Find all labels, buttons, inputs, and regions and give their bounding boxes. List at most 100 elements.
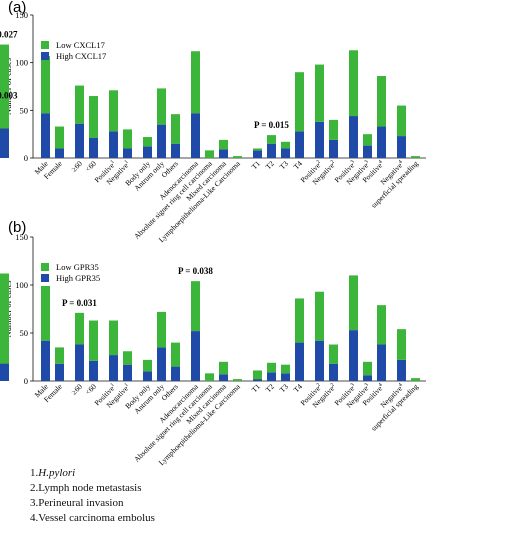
bar-high-3 <box>75 344 84 381</box>
bar-high-15 <box>267 143 276 158</box>
legend-label-high: High CXCL17 <box>56 51 106 61</box>
p-value-annotation: P = 0.038 <box>178 266 213 276</box>
bar-high-21 <box>363 375 372 381</box>
bar-low-20 <box>349 50 358 117</box>
bar-high-2 <box>55 363 64 381</box>
bar-high-23 <box>397 359 406 381</box>
x-tick-label: T3 <box>278 382 290 394</box>
x-tick-label: <60 <box>83 159 98 174</box>
p-value-annotation: P = 0.003 <box>0 91 18 101</box>
bar-high-7 <box>143 371 152 381</box>
bar-low-6 <box>123 351 132 365</box>
y-tick-label: 50 <box>20 105 29 115</box>
y-tick-label: 100 <box>15 58 28 68</box>
legend-label-high: High GPR35 <box>56 273 100 283</box>
bar-low-20 <box>349 275 358 331</box>
bar-low-4 <box>89 96 98 138</box>
bar-low-22 <box>377 305 386 345</box>
bar-high-1 <box>41 340 50 381</box>
bar-low-3 <box>75 312 84 345</box>
bar-low-12 <box>219 361 228 375</box>
bar-low-11 <box>205 373 214 381</box>
footnotes: 1.H.pylori 2.Lymph node metastasis 3.Per… <box>30 466 155 526</box>
bar-high-18 <box>315 340 324 381</box>
footnote-3: 3.Perineural invasion <box>30 496 155 511</box>
footnote-text: Perineural invasion <box>38 497 124 509</box>
p-value-annotation: P = 0.015 <box>254 120 289 130</box>
footnote-4: 4.Vessel carcinoma embolus <box>30 511 155 526</box>
bar-high-5 <box>109 355 118 381</box>
legend-swatch-low <box>41 41 49 49</box>
bar-high-4 <box>89 137 98 158</box>
bar-low-15 <box>267 362 276 373</box>
bar-low-9 <box>171 342 180 367</box>
bar-high-12 <box>219 149 228 158</box>
x-tick-label: T1 <box>250 159 262 171</box>
bar-low-23 <box>397 105 406 137</box>
bar-low-7 <box>143 359 152 372</box>
bar-low-14 <box>253 148 262 151</box>
x-tick-label: <60 <box>83 382 98 397</box>
bar-low-9 <box>171 114 180 144</box>
bar-low-16 <box>281 364 290 374</box>
bar-low-28 <box>0 105 9 129</box>
footnote-number: 3. <box>30 497 39 509</box>
bar-high-8 <box>157 347 166 381</box>
panel-label: (a) <box>8 0 26 16</box>
legend-swatch-high <box>41 274 49 282</box>
legend-swatch-high <box>41 52 49 60</box>
p-value-annotation: P = 0.031 <box>62 298 97 308</box>
bar-low-17 <box>295 298 304 343</box>
y-tick-label: 100 <box>15 280 28 290</box>
x-tick-label: T3 <box>278 159 290 171</box>
bar-high-6 <box>123 148 132 158</box>
bar-high-22 <box>377 344 386 381</box>
bar-low-17 <box>295 72 304 132</box>
footnote-text: Lymph node metastasis <box>38 482 142 494</box>
bar-high-16 <box>281 373 290 381</box>
bar-low-21 <box>363 361 372 376</box>
bar-low-18 <box>315 64 324 122</box>
y-tick-label: 150 <box>15 10 28 20</box>
footnote-2: 2.Lymph node metastasis <box>30 481 155 496</box>
x-tick-label: T2 <box>264 382 276 394</box>
bar-high-5 <box>109 131 118 158</box>
footnote-text: Vessel carcinoma embolus <box>38 512 155 524</box>
bar-low-21 <box>363 134 372 146</box>
x-tick-label: ≥60 <box>69 159 84 174</box>
footnote-number: 4. <box>30 512 39 524</box>
bar-low-8 <box>157 88 166 125</box>
x-tick-label: Infiltrative <box>0 0 1 2</box>
x-tick-label: T1 <box>250 382 262 394</box>
bar-low-13 <box>233 156 242 158</box>
bar-high-1 <box>41 113 50 158</box>
bar-high-2 <box>55 148 64 158</box>
bar-low-12 <box>219 139 228 150</box>
bar-high-22 <box>377 126 386 158</box>
bar-high-20 <box>349 330 358 381</box>
bar-high-10 <box>191 113 200 158</box>
legend-label-low: Low CXCL17 <box>56 40 105 50</box>
x-tick-label: T4 <box>292 382 304 394</box>
bar-high-10 <box>191 331 200 381</box>
bar-high-20 <box>349 116 358 158</box>
bar-high-21 <box>363 145 372 158</box>
bar-low-4 <box>89 320 98 361</box>
bar-low-22 <box>377 76 386 127</box>
x-tick-label: T2 <box>264 159 276 171</box>
y-tick-label: 50 <box>20 328 29 338</box>
bar-low-8 <box>157 311 166 348</box>
bar-high-18 <box>315 121 324 158</box>
bar-high-16 <box>281 148 290 158</box>
footnote-number: 2. <box>30 482 39 494</box>
chart-panel-2: (b)Number of cases050100150MaleFemale≥60… <box>0 0 426 467</box>
bar-low-24 <box>411 378 420 381</box>
bar-high-28 <box>0 128 9 158</box>
bar-low-1 <box>41 285 50 341</box>
bar-low-2 <box>55 347 64 364</box>
p-value-annotation: P = 0.027 <box>0 30 18 40</box>
x-tick-label: ≥60 <box>69 382 84 397</box>
bar-high-14 <box>253 379 262 381</box>
footnote-number: 1. <box>30 467 39 479</box>
legend-label-low: Low GPR35 <box>56 262 99 272</box>
